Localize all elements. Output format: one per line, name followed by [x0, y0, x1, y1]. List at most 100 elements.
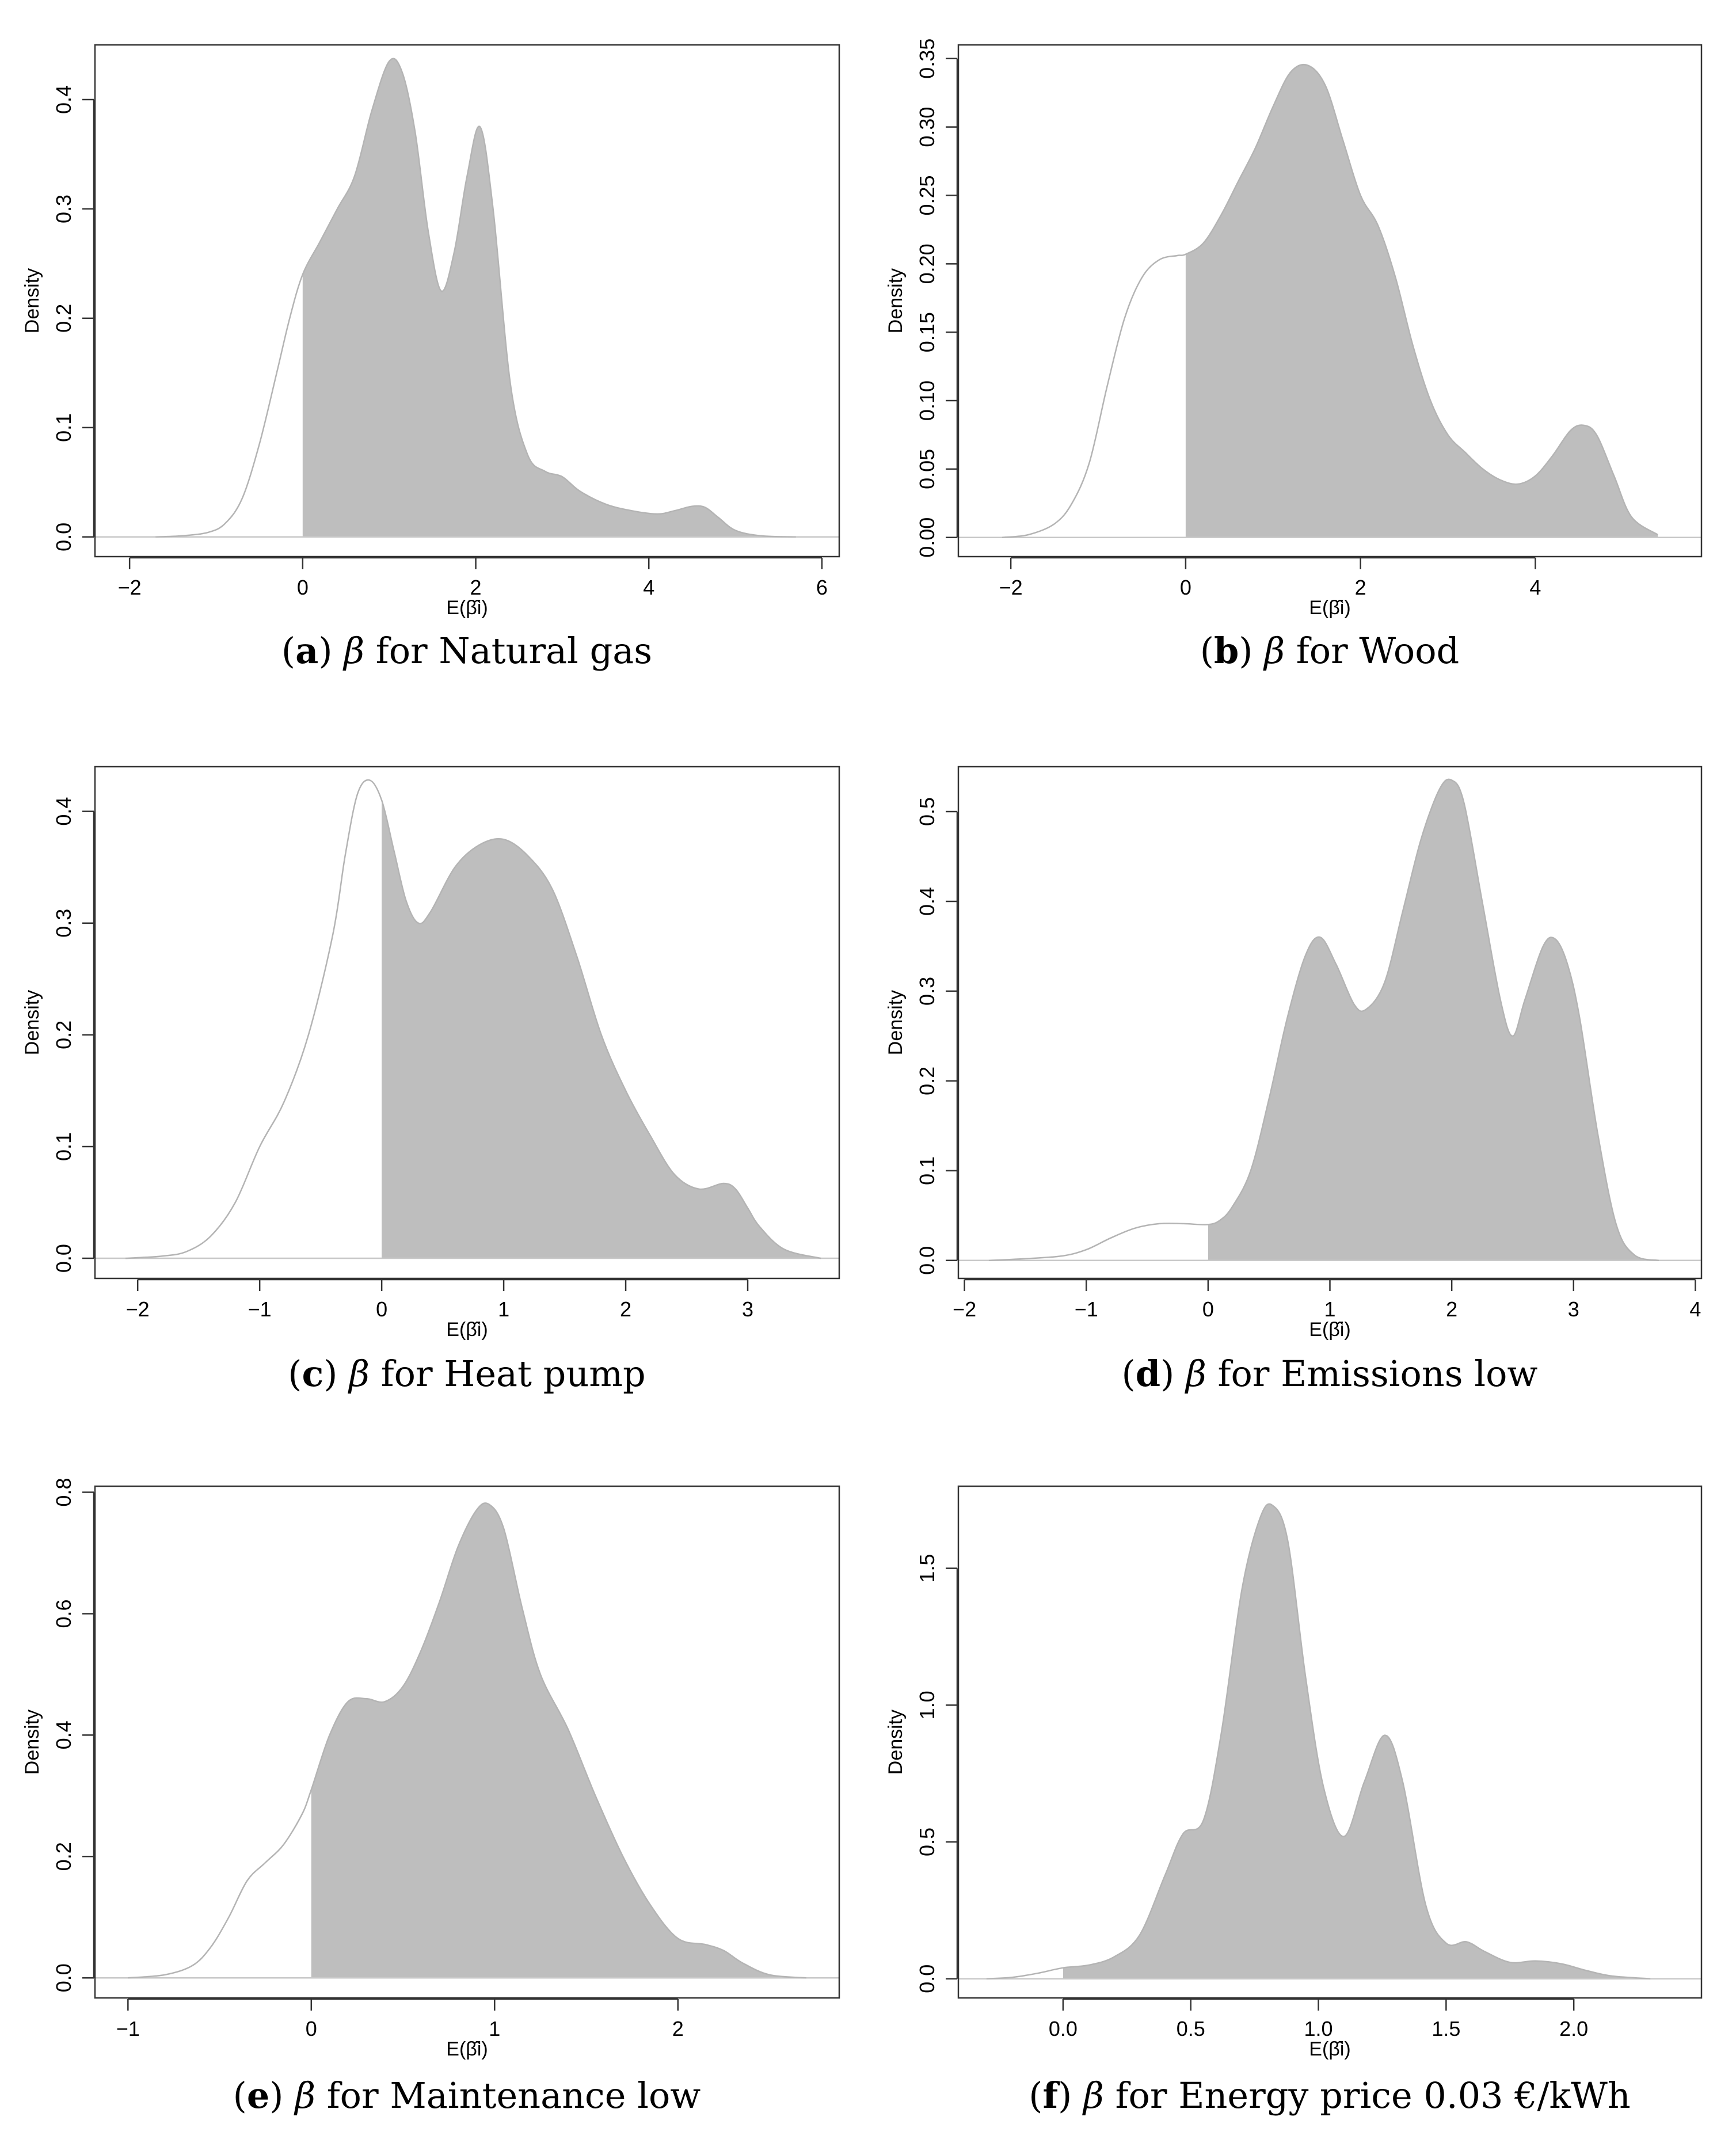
- panel-caption: (a) β for Natural gas: [281, 630, 652, 672]
- x-axis-label: E(β̂i): [446, 597, 488, 619]
- plot-frame: [94, 44, 840, 558]
- panel-d: −2 −1 0 1 2 3 4 0.0 0.1 0.2 0.3 0.4 0.5 Density E(β̂i)…: [885, 766, 1703, 1395]
- caption-text: for Natural gas: [364, 630, 652, 672]
- shaded-density-area: [311, 1503, 806, 1978]
- y-tick-label: 0.10: [915, 380, 939, 421]
- y-axis-label: Density: [885, 268, 907, 333]
- y-tick-label: 0.35: [915, 39, 939, 79]
- y-tick-label: 0.0: [915, 1965, 939, 1993]
- shaded-density-area: [1063, 1503, 1651, 1979]
- x-tick-label: 6: [816, 576, 828, 599]
- x-tick-label: 2.0: [1559, 2017, 1588, 2041]
- shaded-density-area: [1208, 779, 1659, 1261]
- caption-text: for Maintenance low: [315, 2074, 701, 2116]
- panel-c: −2 −1 0 1 2 3 0.0 0.1 0.2 0.3 0.4 Density E(β̂i) (c) …: [21, 766, 840, 1395]
- x-tick-label: 2: [1355, 576, 1366, 599]
- caption-open-paren: (: [1122, 1353, 1136, 1395]
- y-axis-label: Density: [885, 990, 907, 1055]
- y-tick-label: 0.5: [915, 1828, 939, 1856]
- y-tick-label: 0.00: [915, 517, 939, 558]
- panel-caption: (f) β for Energy price 0.03 €/kWh: [1029, 2074, 1631, 2116]
- y-tick-label: 0.0: [52, 1963, 75, 1992]
- y-tick-label: 0.3: [915, 977, 939, 1006]
- caption-open-paren: (: [1029, 2074, 1042, 2116]
- caption-open-paren: (: [288, 1353, 302, 1395]
- caption-close-paren: ): [318, 630, 344, 672]
- x-axis-label: E(β̂i): [1309, 1319, 1350, 1341]
- x-tick-label: 1.5: [1432, 2017, 1460, 2041]
- x-tick-label: 1: [489, 2017, 500, 2041]
- caption-symbol: β: [1082, 2074, 1104, 2116]
- plot-frame: [94, 1485, 840, 1999]
- caption-text: for Emissions low: [1206, 1353, 1538, 1395]
- y-tick-label: 0.25: [915, 175, 939, 215]
- x-axis-label: E(β̂i): [1309, 2038, 1350, 2060]
- caption-letter: f: [1042, 2074, 1060, 2116]
- x-tick-label: 1: [498, 1297, 509, 1321]
- x-tick-label: 4: [1529, 576, 1541, 599]
- x-tick-label: −1: [1075, 1297, 1098, 1321]
- panel-f: 0.0 0.5 1.0 1.5 2.0 0.0 0.5 1.0 1.5 Density E(β̂i)…: [885, 1485, 1703, 2116]
- caption-symbol: β: [294, 2074, 315, 2116]
- caption-text: for Energy price 0.03 €/kWh: [1104, 2074, 1631, 2116]
- panel-caption: (b) β for Wood: [1200, 630, 1460, 672]
- x-tick-label: 0: [1180, 576, 1191, 599]
- caption-close-paren: ): [323, 1353, 349, 1395]
- y-tick-label: 0.2: [52, 1021, 75, 1049]
- plot-frame: [957, 44, 1703, 558]
- y-axis-label: Density: [21, 990, 43, 1055]
- x-tick-label: 0: [297, 576, 309, 599]
- x-tick-label: −1: [116, 2017, 140, 2041]
- plot-frame: [957, 1485, 1703, 1999]
- x-axis-label: E(β̂i): [1309, 597, 1350, 619]
- density-curve: [128, 1502, 806, 1979]
- panel-caption: (c) β for Heat pump: [288, 1353, 646, 1395]
- caption-open-paren: (: [233, 2074, 247, 2116]
- caption-symbol: β: [1185, 1353, 1206, 1395]
- y-tick-label: 0.4: [52, 1720, 75, 1749]
- y-tick-label: 0.20: [915, 243, 939, 284]
- density-curve: [986, 1503, 1651, 1979]
- x-tick-label: 3: [1568, 1297, 1579, 1321]
- x-tick-label: 4: [1689, 1297, 1701, 1321]
- y-tick-label: 0.3: [52, 195, 75, 223]
- y-tick-label: 0.05: [915, 449, 939, 489]
- caption-letter: b: [1214, 630, 1239, 672]
- x-axis-label: E(β̂i): [446, 2038, 488, 2060]
- x-tick-label: −2: [118, 576, 142, 599]
- y-tick-label: 0.1: [915, 1156, 939, 1185]
- y-tick-label: 0.0: [52, 523, 75, 551]
- y-tick-label: 0.2: [915, 1067, 939, 1095]
- y-tick-label: 0.0: [52, 1244, 75, 1273]
- x-tick-label: 0.0: [1049, 2017, 1078, 2041]
- y-tick-label: 0.1: [52, 1132, 75, 1161]
- x-tick-label: 2: [470, 576, 482, 599]
- x-tick-label: 1.0: [1304, 2017, 1333, 2041]
- caption-text: for Heat pump: [370, 1353, 646, 1395]
- x-tick-label: −2: [126, 1297, 150, 1321]
- panel-caption: (e) β for Maintenance low: [233, 2074, 701, 2116]
- y-axis-label: Density: [885, 1710, 907, 1775]
- y-axis-label: Density: [21, 268, 43, 333]
- density-curve: [1002, 63, 1658, 538]
- y-tick-label: 0.5: [915, 797, 939, 826]
- x-tick-label: −1: [248, 1297, 272, 1321]
- caption-symbol: β: [1263, 630, 1285, 672]
- y-tick-label: 0.4: [52, 85, 75, 114]
- y-tick-label: 0.3: [52, 909, 75, 938]
- panel-caption: (d) β for Emissions low: [1122, 1353, 1538, 1395]
- caption-letter: c: [302, 1353, 323, 1395]
- caption-open-paren: (: [1200, 630, 1214, 672]
- y-tick-label: 1.5: [915, 1554, 939, 1583]
- y-tick-label: 0.2: [52, 1842, 75, 1871]
- caption-letter: a: [295, 630, 318, 672]
- x-axis-label: E(β̂i): [446, 1319, 488, 1341]
- y-axis-label: Density: [21, 1710, 43, 1775]
- x-tick-label: 2: [620, 1297, 631, 1321]
- x-tick-label: 3: [742, 1297, 753, 1321]
- plot-frame: [94, 766, 840, 1280]
- y-tick-label: 0.1: [52, 413, 75, 442]
- density-curve: [125, 779, 821, 1259]
- panel-e: −1 0 1 2 0.0 0.2 0.4 0.6 0.8 Density E(β̂i) (e) β f…: [21, 1478, 840, 2116]
